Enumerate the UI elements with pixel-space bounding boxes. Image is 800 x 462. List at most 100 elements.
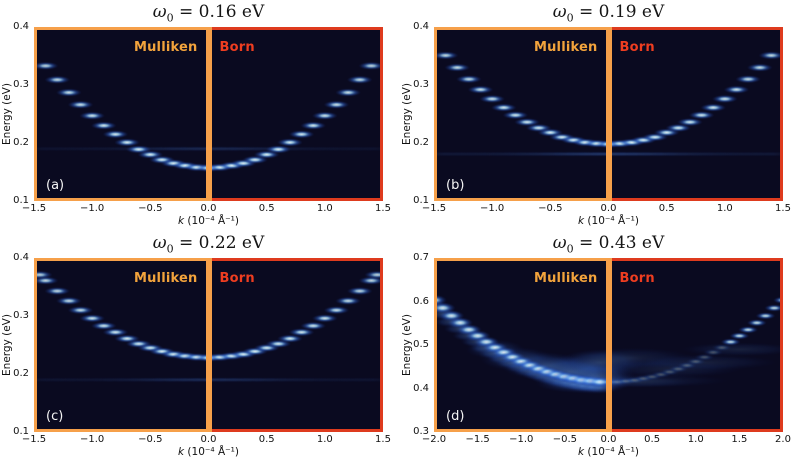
spectral-plot-d: Mulliken Born (d) (434, 258, 783, 432)
y-tick-label: 0.4 (413, 21, 429, 32)
y-tick-label: 0.2 (413, 137, 429, 148)
x-tick-label: 0.5 (258, 203, 275, 214)
x-axis-label-k: k (177, 446, 185, 458)
y-tick-label: 0.3 (413, 426, 429, 437)
x-tick-label: 0.5 (644, 434, 661, 445)
x-tick-label: −0.5 (552, 434, 578, 445)
panel-d: ω0 = 0.43 eV Mulliken Born (d) 0.3 0.4 0.5… (400, 231, 800, 462)
x-axis-label: k (10⁻⁴ Å⁻¹) (34, 446, 383, 458)
y-tick-label: 0.6 (413, 295, 429, 307)
x-axis-label-units: (10⁻⁴ Å⁻¹) (584, 215, 639, 227)
x-axis-label-k: k (577, 446, 585, 458)
x-axis-label-k: k (177, 215, 185, 227)
k-zero-divider (605, 258, 612, 432)
y-tick-label: 0.1 (13, 195, 29, 206)
omega-subscript: 0 (166, 11, 174, 25)
x-axis-label-k: k (577, 215, 585, 227)
y-axis-ticks: 0.1 0.2 0.3 0.4 (400, 0, 432, 231)
x-axis-ticks: −1.5 −1.0 −0.5 0.0 0.5 1.0 1.5 (0, 203, 400, 215)
x-tick-label: −1.0 (509, 434, 534, 445)
title-value: = 0.22 eV (173, 233, 265, 253)
y-axis-label: Energy (eV) (1, 314, 13, 376)
x-axis-label-units: (10⁻⁴ Å⁻¹) (584, 446, 639, 458)
x-tick-label: 1.5 (775, 203, 791, 214)
x-tick-label: 0.5 (658, 203, 675, 214)
x-tick-label: −1.5 (21, 203, 47, 214)
y-axis-label: Energy (eV) (401, 83, 413, 145)
x-axis-label: k (10⁻⁴ Å⁻¹) (34, 215, 383, 227)
x-tick-label: −1.0 (80, 203, 105, 214)
x-tick-label: −0.5 (538, 203, 563, 214)
x-axis-label-units: (10⁻⁴ Å⁻¹) (184, 446, 239, 458)
born-label: Born (219, 40, 255, 55)
spectral-plot-a: Mulliken Born (a) (34, 27, 383, 201)
y-tick-label: 0.4 (413, 382, 429, 394)
omega-subscript: 0 (566, 242, 574, 256)
born-label: Born (619, 40, 655, 55)
omega-symbol: ω (152, 233, 167, 253)
x-tick-label: 1.5 (375, 434, 391, 445)
y-tick-label: 0.3 (13, 79, 29, 90)
panel-letter: (d) (446, 409, 465, 424)
x-tick-label: 0.0 (600, 434, 617, 445)
y-axis-ticks: 0.3 0.4 0.5 0.6 0.7 (400, 231, 432, 462)
omega-subscript: 0 (566, 11, 574, 25)
y-tick-label: 0.3 (413, 79, 429, 90)
y-axis-label: Energy (eV) (401, 314, 413, 376)
panel-c-title: ω0 = 0.22 eV (34, 233, 383, 255)
y-tick-label: 0.4 (13, 252, 29, 263)
x-axis-label: k (10⁻⁴ Å⁻¹) (434, 215, 783, 227)
y-tick-label: 0.1 (413, 195, 429, 206)
x-tick-label: −1.0 (480, 203, 505, 214)
y-tick-label: 0.2 (13, 137, 29, 148)
spectral-plot-b: Mulliken Born (b) (434, 27, 783, 201)
y-axis-label: Energy (eV) (1, 83, 13, 145)
born-label: Born (219, 271, 255, 286)
k-zero-divider (205, 27, 212, 201)
y-tick-label: 0.5 (413, 339, 429, 350)
x-tick-label: 1.0 (716, 203, 733, 214)
omega-symbol: ω (552, 233, 567, 253)
y-tick-label: 0.4 (13, 21, 29, 32)
x-tick-label: −0.5 (138, 434, 163, 445)
panel-a-title: ω0 = 0.16 eV (34, 2, 383, 24)
title-value: = 0.43 eV (573, 233, 665, 253)
x-tick-label: −0.5 (138, 203, 163, 214)
y-tick-label: 0.7 (413, 252, 429, 263)
x-axis-ticks: −1.5 −1.0 −0.5 0.0 0.5 1.0 1.5 (0, 434, 400, 446)
x-tick-label: −2.0 (421, 434, 447, 445)
y-axis-ticks: 0.1 0.2 0.3 0.4 (0, 0, 32, 231)
mulliken-label: Mulliken (133, 271, 198, 286)
title-value: = 0.19 eV (573, 2, 665, 22)
x-tick-label: 1.0 (316, 434, 333, 445)
x-tick-label: 1.5 (375, 203, 391, 214)
mulliken-label: Mulliken (533, 271, 598, 286)
y-axis-ticks: 0.1 0.2 0.3 0.4 (0, 231, 32, 462)
panel-d-title: ω0 = 0.43 eV (434, 233, 783, 255)
x-tick-label: 2.0 (775, 434, 791, 445)
panel-letter: (c) (46, 409, 64, 424)
title-value: = 0.16 eV (173, 2, 265, 22)
omega-subscript: 0 (166, 242, 174, 256)
x-axis-ticks: −1.5 −1.0 −0.5 0.0 0.5 1.0 1.5 (400, 203, 800, 215)
x-tick-label: 1.0 (316, 203, 333, 214)
panel-letter: (a) (46, 178, 65, 193)
mulliken-label: Mulliken (533, 40, 598, 55)
panel-letter: (b) (446, 178, 465, 193)
x-tick-label: −1.5 (465, 434, 490, 445)
y-tick-label: 0.3 (13, 310, 29, 321)
x-tick-label: 0.0 (600, 203, 617, 214)
k-zero-divider (605, 27, 612, 201)
panel-b-title: ω0 = 0.19 eV (434, 2, 783, 24)
omega-symbol: ω (152, 2, 167, 22)
panel-c: ω0 = 0.22 eV Mulliken Born (c) 0.1 0.2 0.3… (0, 231, 400, 462)
x-tick-label: 1.5 (731, 434, 748, 445)
x-tick-label: −1.5 (421, 203, 447, 214)
k-zero-divider (205, 258, 212, 432)
x-axis-label: k (10⁻⁴ Å⁻¹) (434, 446, 783, 458)
born-label: Born (619, 271, 655, 286)
x-tick-label: 0.5 (258, 434, 275, 445)
x-tick-label: −1.5 (21, 434, 47, 445)
y-tick-label: 0.1 (13, 426, 29, 437)
